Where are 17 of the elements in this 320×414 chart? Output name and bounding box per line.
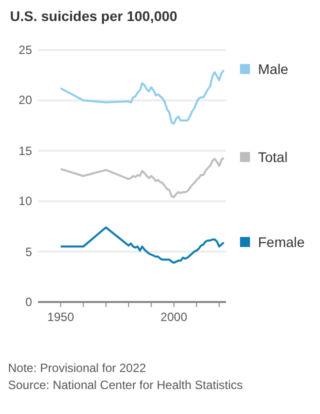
y-tick-label: 25 [18,42,32,58]
chart-title: U.S. suicides per 100,000 [10,8,178,24]
y-tick-label: 0 [24,294,32,310]
y-tick-label: 15 [18,142,32,159]
legend-label: Male [258,61,288,78]
legend-label: Total [258,148,288,165]
legend-label: Female [258,234,305,250]
line-series [60,69,225,125]
y-tick-label: 5 [24,244,32,260]
y-tick-label: 20 [18,92,32,108]
x-tick-label: 1950 [47,310,74,324]
source-note: Source: National Center for Health Statistics [8,377,244,394]
line-series [60,226,225,264]
x-tick-label: 2000 [160,310,188,324]
y-tick-label: 10 [18,193,32,210]
text: Note: Provisional for 2022 [8,360,148,377]
line-series [60,156,225,198]
